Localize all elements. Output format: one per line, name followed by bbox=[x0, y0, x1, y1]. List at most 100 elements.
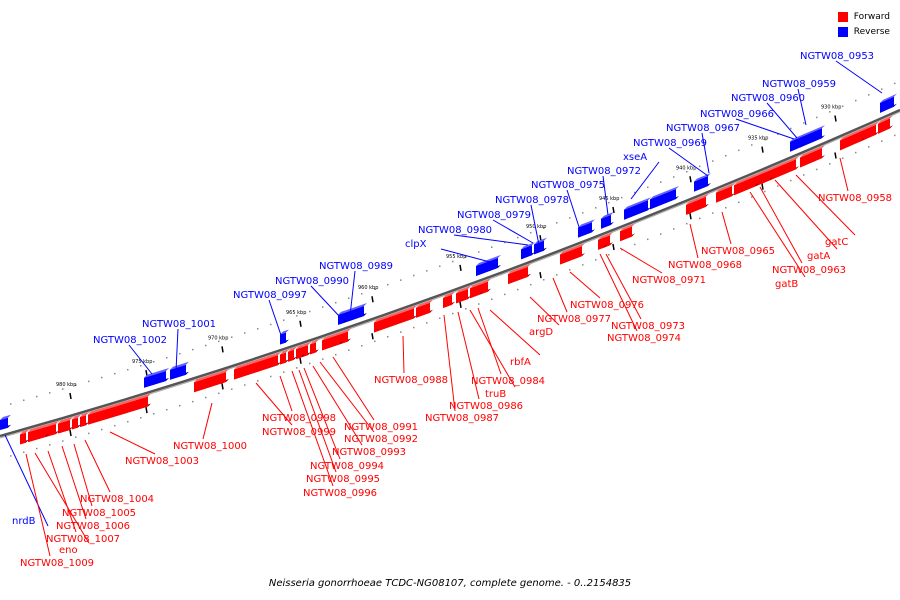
forward-gene[interactable] bbox=[456, 285, 471, 304]
forward-gene-label[interactable]: NGTW08_0976 bbox=[570, 300, 644, 311]
forward-gene-label[interactable]: NGTW08_0998 bbox=[262, 413, 336, 424]
forward-gene-label[interactable]: NGTW08_1004 bbox=[80, 494, 154, 505]
forward-gene-label[interactable]: NGTW08_0958 bbox=[818, 193, 892, 204]
forward-gene[interactable] bbox=[686, 193, 709, 215]
forward-gene[interactable] bbox=[800, 145, 825, 168]
forward-gene-label[interactable]: NGTW08_1000 bbox=[173, 441, 247, 452]
reverse-gene[interactable] bbox=[624, 197, 651, 220]
forward-gene-label[interactable]: argD bbox=[529, 327, 553, 338]
forward-gene-label[interactable]: gatA bbox=[807, 251, 830, 262]
forward-gene[interactable] bbox=[20, 429, 29, 445]
reverse-gene-label[interactable]: NGTW08_0959 bbox=[762, 79, 836, 90]
forward-gene[interactable] bbox=[480, 278, 491, 295]
reverse-gene[interactable] bbox=[170, 361, 189, 380]
reverse-gene[interactable] bbox=[694, 172, 711, 192]
reverse-gene-label[interactable]: NGTW08_0972 bbox=[567, 166, 641, 177]
reverse-gene-label[interactable]: NGTW08_0953 bbox=[800, 51, 874, 62]
reverse-gene[interactable] bbox=[534, 237, 547, 255]
forward-gene-label[interactable]: NGTW08_0995 bbox=[306, 474, 380, 485]
forward-gene-label[interactable]: NGTW08_0977 bbox=[537, 314, 611, 325]
forward-gene-label[interactable]: NGTW08_0971 bbox=[632, 275, 706, 286]
forward-gene[interactable] bbox=[302, 342, 311, 358]
reverse-gene-label[interactable]: xseA bbox=[623, 152, 647, 163]
forward-gene-label[interactable]: gatC bbox=[825, 237, 848, 248]
forward-gene-label[interactable]: NGTW08_0992 bbox=[344, 434, 418, 445]
reverse-gene[interactable] bbox=[0, 414, 11, 430]
forward-gene-label[interactable]: NGTW08_0965 bbox=[701, 246, 775, 257]
forward-gene[interactable] bbox=[770, 156, 799, 181]
reverse-gene[interactable] bbox=[601, 211, 614, 229]
forward-gene[interactable] bbox=[620, 223, 635, 242]
forward-gene-label[interactable]: gatB bbox=[775, 279, 798, 290]
reverse-gene[interactable] bbox=[476, 254, 501, 277]
reverse-gene-label[interactable]: NGTW08_0997 bbox=[233, 290, 307, 301]
forward-gene-label[interactable]: NGTW08_0988 bbox=[374, 375, 448, 386]
forward-gene-label[interactable]: NGTW08_0987 bbox=[425, 413, 499, 424]
forward-gene[interactable] bbox=[878, 115, 893, 134]
reverse-gene[interactable] bbox=[521, 242, 535, 260]
forward-gene[interactable] bbox=[416, 299, 433, 318]
forward-gene[interactable] bbox=[840, 127, 865, 151]
forward-gene-label[interactable]: NGTW08_0968 bbox=[668, 260, 742, 271]
reverse-gene[interactable] bbox=[650, 185, 679, 210]
forward-gene-label[interactable]: truB bbox=[485, 389, 506, 400]
forward-gene[interactable] bbox=[374, 305, 417, 333]
forward-gene[interactable] bbox=[28, 423, 49, 443]
reverse-gene[interactable] bbox=[880, 93, 897, 113]
reverse-gene-label[interactable]: NGTW08_0989 bbox=[319, 261, 393, 272]
forward-gene[interactable] bbox=[234, 352, 281, 380]
forward-gene[interactable] bbox=[598, 234, 607, 250]
forward-gene[interactable] bbox=[46, 421, 59, 437]
reverse-gene-label[interactable]: NGTW08_0975 bbox=[531, 180, 605, 191]
forward-gene[interactable] bbox=[470, 281, 483, 299]
forward-gene[interactable] bbox=[860, 121, 879, 142]
reverse-gene-label[interactable]: NGTW08_0980 bbox=[418, 225, 492, 236]
forward-gene-label[interactable]: NGTW08_0996 bbox=[303, 488, 377, 499]
reverse-gene[interactable] bbox=[578, 219, 595, 238]
forward-gene-label[interactable]: rbfA bbox=[510, 357, 531, 368]
forward-gene-label[interactable]: NGTW08_0994 bbox=[310, 461, 384, 472]
reverse-gene-label[interactable]: NGTW08_0966 bbox=[700, 109, 774, 120]
forward-gene[interactable] bbox=[560, 243, 585, 265]
forward-gene-label[interactable]: NGTW08_1006 bbox=[56, 521, 130, 532]
forward-gene[interactable] bbox=[340, 328, 351, 345]
forward-gene-label[interactable]: NGTW08_0993 bbox=[332, 447, 406, 458]
forward-gene[interactable] bbox=[296, 344, 305, 360]
forward-gene[interactable] bbox=[58, 416, 73, 434]
forward-gene-label[interactable]: NGTW08_0999 bbox=[262, 427, 336, 438]
forward-gene[interactable] bbox=[280, 349, 289, 365]
reverse-gene-label[interactable]: NGTW08_0978 bbox=[495, 195, 569, 206]
forward-gene-label[interactable]: NGTW08_0963 bbox=[772, 265, 846, 276]
forward-gene[interactable] bbox=[508, 263, 531, 285]
forward-gene[interactable] bbox=[80, 412, 89, 428]
forward-gene[interactable] bbox=[288, 346, 297, 362]
forward-gene-label[interactable]: NGTW08_1009 bbox=[20, 558, 94, 569]
forward-gene-label[interactable]: eno bbox=[59, 545, 78, 556]
forward-gene[interactable] bbox=[322, 331, 343, 351]
reverse-gene-label[interactable]: clpX bbox=[405, 239, 427, 250]
reverse-gene-label[interactable]: nrdB bbox=[12, 516, 36, 527]
reverse-gene-label[interactable]: NGTW08_0969 bbox=[633, 138, 707, 149]
forward-gene[interactable] bbox=[443, 291, 455, 309]
forward-gene-label[interactable]: NGTW08_0973 bbox=[611, 321, 685, 332]
reverse-gene[interactable] bbox=[790, 133, 805, 152]
forward-gene[interactable] bbox=[716, 183, 735, 203]
forward-gene-label[interactable]: NGTW08_1007 bbox=[46, 534, 120, 545]
forward-gene-label[interactable]: NGTW08_0984 bbox=[471, 376, 545, 387]
forward-gene-label[interactable]: NGTW08_0974 bbox=[607, 333, 681, 344]
forward-gene-label[interactable]: NGTW08_0986 bbox=[449, 401, 523, 412]
forward-gene[interactable] bbox=[310, 339, 319, 355]
forward-gene[interactable] bbox=[734, 173, 759, 196]
reverse-gene-label[interactable]: NGTW08_1001 bbox=[142, 319, 216, 330]
forward-gene[interactable] bbox=[88, 393, 151, 425]
forward-gene[interactable] bbox=[72, 414, 81, 430]
forward-gene[interactable] bbox=[756, 167, 773, 187]
forward-gene-label[interactable]: NGTW08_1005 bbox=[62, 508, 136, 519]
reverse-gene-label[interactable]: NGTW08_0960 bbox=[731, 93, 805, 104]
reverse-gene[interactable] bbox=[144, 368, 169, 388]
reverse-gene[interactable] bbox=[800, 125, 825, 148]
forward-gene[interactable] bbox=[194, 369, 229, 393]
forward-gene-label[interactable]: NGTW08_0991 bbox=[344, 422, 418, 433]
reverse-gene[interactable] bbox=[344, 302, 367, 323]
reverse-gene-label[interactable]: NGTW08_0990 bbox=[275, 276, 349, 287]
